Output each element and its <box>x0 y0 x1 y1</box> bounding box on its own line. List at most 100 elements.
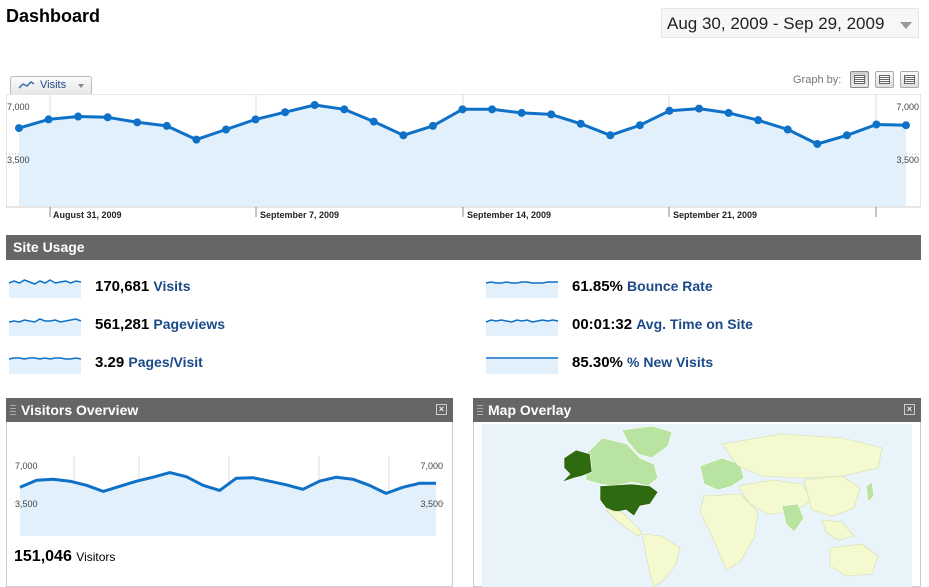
visitors-line <box>19 471 436 495</box>
drag-handle-icon[interactable] <box>10 405 16 415</box>
stat-avg-time: 00:01:32 Avg. Time on Site <box>572 316 753 333</box>
graph-by-month-button[interactable] <box>900 71 919 88</box>
visits-point[interactable] <box>872 120 881 129</box>
map-russia <box>721 433 883 479</box>
visits-point[interactable] <box>783 125 792 134</box>
map-south-america <box>641 533 681 587</box>
stat-new-visits-value: 85.30% <box>572 354 623 371</box>
visits-point[interactable] <box>192 135 201 144</box>
chevron-down-icon <box>900 22 912 29</box>
new-visits-sparkline[interactable] <box>485 352 559 374</box>
visits-point[interactable] <box>635 121 644 130</box>
map-overlay-header[interactable]: Map Overlay × <box>473 398 921 422</box>
graph-by-label: Graph by: <box>793 74 842 86</box>
stat-visits-link[interactable]: Visits <box>153 278 191 294</box>
stat-pageviews-link[interactable]: Pageviews <box>153 316 226 332</box>
stat-pageviews-value: 561,281 <box>95 316 150 333</box>
visitors-total-label: Visitors <box>76 550 116 564</box>
pageviews-sparkline[interactable] <box>8 314 82 336</box>
visits-point[interactable] <box>576 119 585 128</box>
y-label-mid-left: 3,500 <box>7 155 30 165</box>
stat-pages-per-visit-link[interactable]: Pages/Visit <box>128 354 203 370</box>
y-label-mid-right: 3,500 <box>420 499 443 509</box>
visits-point[interactable] <box>369 117 378 126</box>
line-chart-icon <box>18 81 35 89</box>
map-greenland <box>621 425 673 459</box>
visits-point[interactable] <box>162 121 171 130</box>
graph-by-day-button[interactable] <box>850 71 869 88</box>
visits-point[interactable] <box>754 116 763 125</box>
visits-point[interactable] <box>695 104 704 113</box>
y-label-mid-right: 3,500 <box>896 155 919 165</box>
visits-point[interactable] <box>517 108 526 117</box>
visits-point[interactable] <box>133 118 142 127</box>
y-label-top-left: 7,000 <box>15 461 38 471</box>
close-icon[interactable]: × <box>436 404 447 415</box>
visits-area <box>19 105 906 206</box>
x-label-sep-21: September 21, 2009 <box>673 210 757 220</box>
x-label-sep-14: September 14, 2009 <box>467 210 551 220</box>
stat-bounce-rate: 61.85% Bounce Rate <box>572 278 713 295</box>
visits-point[interactable] <box>428 121 437 130</box>
y-label-top-right: 7,000 <box>896 102 919 112</box>
visitors-overview-title: Visitors Overview <box>21 402 139 418</box>
map-india <box>781 503 805 533</box>
visits-point[interactable] <box>813 139 822 148</box>
visitors-total-value: 151,046 <box>14 548 72 565</box>
visits-point[interactable] <box>547 110 556 119</box>
map-alaska <box>561 449 593 483</box>
world-map[interactable] <box>482 424 912 587</box>
visits-sparkline[interactable] <box>8 276 82 298</box>
stat-avg-time-value: 00:01:32 <box>572 316 633 333</box>
page-title: Dashboard <box>6 6 101 26</box>
graph-by-week-button[interactable] <box>875 71 894 88</box>
visits-point[interactable] <box>724 108 733 117</box>
visits-point[interactable] <box>902 121 910 130</box>
visits-point[interactable] <box>665 106 674 115</box>
month-icon <box>904 75 915 84</box>
visits-point[interactable] <box>488 105 497 114</box>
visits-point[interactable] <box>310 101 319 109</box>
visits-point[interactable] <box>221 125 230 134</box>
visits-point[interactable] <box>15 124 23 133</box>
metric-selector[interactable]: Visits <box>10 76 92 94</box>
site-usage-header: Site Usage <box>6 235 921 260</box>
visits-point[interactable] <box>44 115 53 124</box>
visits-point[interactable] <box>842 131 851 140</box>
visits-point[interactable] <box>606 131 615 140</box>
map-southeast-asia <box>821 519 855 541</box>
visits-point[interactable] <box>340 105 349 114</box>
stat-new-visits-link[interactable]: % New Visits <box>627 354 714 370</box>
visits-point[interactable] <box>399 131 408 140</box>
drag-handle-icon[interactable] <box>477 405 483 415</box>
stat-avg-time-link[interactable]: Avg. Time on Site <box>636 316 753 332</box>
map-overlay-title: Map Overlay <box>488 402 572 418</box>
stat-bounce-rate-link[interactable]: Bounce Rate <box>627 278 713 294</box>
x-label-aug-31: August 31, 2009 <box>53 210 122 220</box>
map-canada <box>585 437 659 487</box>
y-label-top-right: 7,000 <box>420 461 443 471</box>
visits-point[interactable] <box>458 105 467 114</box>
x-axis-labels: August 31, 2009 September 7, 2009 Septem… <box>49 207 877 220</box>
visits-point[interactable] <box>74 112 83 121</box>
avg-time-sparkline[interactable] <box>485 314 559 336</box>
visits-point[interactable] <box>251 115 260 124</box>
pages-per-visit-sparkline[interactable] <box>8 352 82 374</box>
close-icon[interactable]: × <box>904 404 915 415</box>
chevron-down-icon <box>78 84 84 88</box>
x-label-sep-7: September 7, 2009 <box>260 210 339 220</box>
map-europe <box>699 457 745 491</box>
map-australia <box>829 543 879 577</box>
date-range-picker[interactable]: Aug 30, 2009 - Sep 29, 2009 <box>661 8 919 38</box>
visitors-chart: 7,000 3,500 7,000 3,500 <box>14 456 444 536</box>
metric-selector-label: Visits <box>40 79 67 91</box>
map-usa <box>599 483 659 517</box>
stat-pages-per-visit: 3.29 Pages/Visit <box>95 354 203 371</box>
bounce-rate-sparkline[interactable] <box>485 276 559 298</box>
visits-point[interactable] <box>281 108 290 117</box>
visits-point[interactable] <box>103 113 112 122</box>
visitors-overview-header[interactable]: Visitors Overview × <box>6 398 453 422</box>
map-china <box>803 475 861 517</box>
map-japan <box>865 481 875 503</box>
visits-chart: 7,000 3,500 7,000 3,500 August 31, 2009 … <box>6 94 921 220</box>
